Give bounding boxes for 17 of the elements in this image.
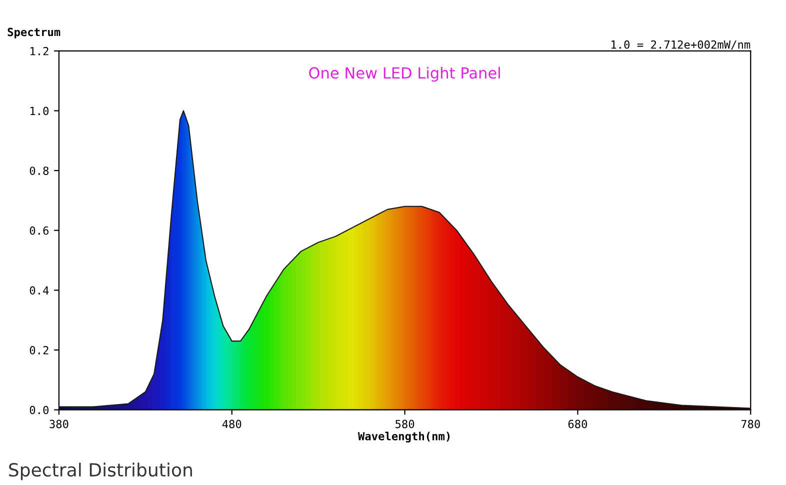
y-tick-label: 0.6 <box>30 226 49 235</box>
y-tick-label: 0.8 <box>30 166 49 175</box>
y-axis-title: Spectrum <box>8 28 60 38</box>
x-tick-label: 480 <box>222 420 242 428</box>
x-tick-label: 680 <box>568 420 588 428</box>
x-axis-title: Wavelength(nm) <box>358 432 450 442</box>
text: One New LED Light Panel <box>309 66 500 82</box>
x-tick-label: 580 <box>396 420 414 428</box>
y-tick-label: 1.2 <box>30 46 48 56</box>
x-tick-label: 780 <box>741 420 760 428</box>
y-tick-label: 0.4 <box>30 286 49 295</box>
y-tick-label: 0.0 <box>30 406 49 414</box>
y-tick-label: 0.2 <box>30 346 48 354</box>
text: 1.0 = 2.712e+002mW/nm <box>611 40 750 50</box>
y-tick-label: 1.0 <box>30 106 49 116</box>
x-tick-label: 380 <box>50 420 68 428</box>
text: Spectral Distribution <box>9 462 192 480</box>
